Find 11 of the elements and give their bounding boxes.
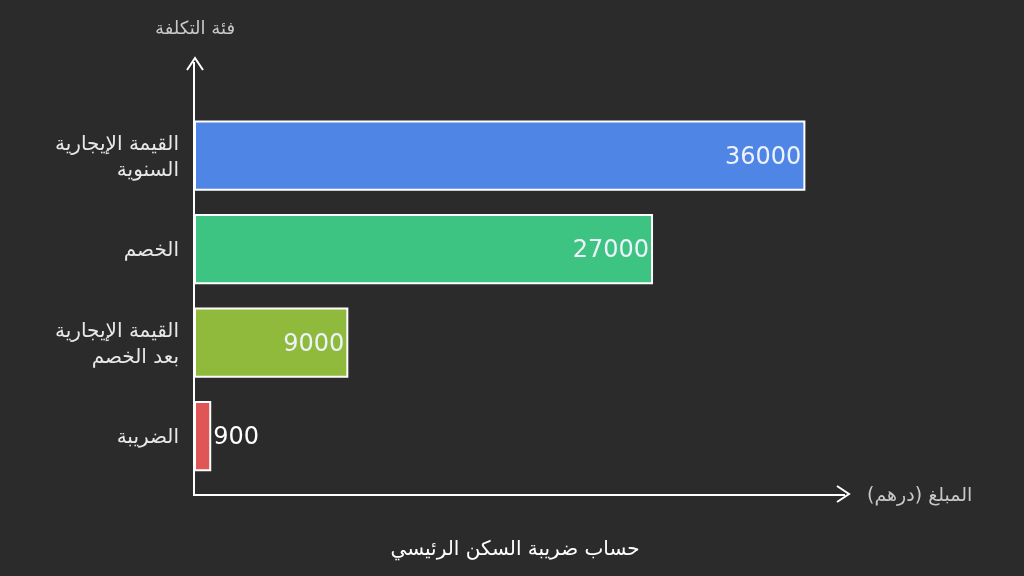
- data-label: 27000: [572, 235, 650, 264]
- y-tick-label: القيمة الإيجارية السنوية: [55, 130, 179, 181]
- y-tick-label: الضريبة: [116, 424, 179, 449]
- y-tick-label: الخصم: [123, 237, 179, 262]
- x-axis-title: المبلغ (درهم): [867, 483, 973, 506]
- y-tick-label: القيمة الإيجارية بعد الخصم: [55, 317, 179, 368]
- data-label: 900: [213, 422, 260, 451]
- text: حساب ضريبة السكن الرئيسي: [390, 535, 640, 561]
- data-label: 9000: [283, 328, 345, 357]
- y-axis-title: فئة التكلفة: [155, 17, 235, 38]
- data-label: 36000: [725, 141, 802, 170]
